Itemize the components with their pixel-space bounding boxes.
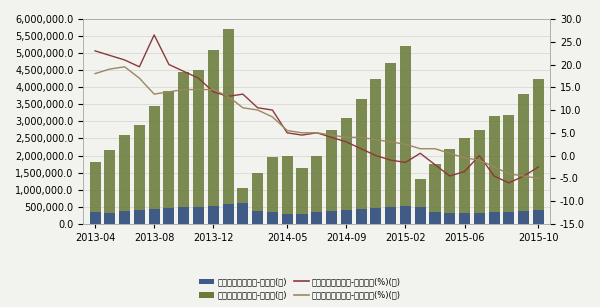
Bar: [503, 212, 514, 224]
Bar: [444, 212, 455, 224]
Bar: [208, 50, 219, 224]
Bar: [370, 208, 382, 224]
Bar: [267, 157, 278, 224]
Bar: [474, 130, 485, 224]
Bar: [149, 106, 160, 224]
Bar: [488, 212, 500, 224]
Bar: [459, 212, 470, 224]
Bar: [178, 72, 189, 224]
Bar: [223, 204, 233, 224]
Bar: [341, 118, 352, 224]
Bar: [385, 63, 396, 224]
Bar: [163, 91, 175, 224]
Bar: [385, 207, 396, 224]
Bar: [326, 130, 337, 224]
Bar: [193, 70, 204, 224]
Bar: [356, 99, 367, 224]
Bar: [119, 135, 130, 224]
Bar: [89, 162, 101, 224]
Bar: [518, 211, 529, 224]
Bar: [281, 156, 293, 224]
Bar: [281, 214, 293, 224]
Bar: [104, 150, 115, 224]
Bar: [341, 210, 352, 224]
Bar: [208, 206, 219, 224]
Bar: [296, 214, 308, 224]
Bar: [89, 212, 101, 224]
Bar: [518, 94, 529, 224]
Legend: 速冻米面食品产量-当月值(吨), 速冻米面食品产量-累计值(吨), 速冻米面食品产量-当月同比(%)(右), 速冻米面食品产量-累计同比(%)(右): 速冻米面食品产量-当月值(吨), 速冻米面食品产量-累计值(吨), 速冻米面食品…: [196, 274, 404, 303]
Bar: [474, 212, 485, 224]
Bar: [178, 208, 189, 224]
Bar: [134, 125, 145, 224]
Bar: [533, 210, 544, 224]
Bar: [356, 209, 367, 224]
Bar: [430, 164, 440, 224]
Bar: [444, 149, 455, 224]
Bar: [459, 138, 470, 224]
Bar: [267, 212, 278, 224]
Bar: [311, 212, 322, 224]
Bar: [193, 207, 204, 224]
Bar: [149, 209, 160, 224]
Bar: [430, 212, 440, 224]
Bar: [252, 173, 263, 224]
Bar: [400, 206, 411, 224]
Bar: [415, 180, 426, 224]
Bar: [415, 208, 426, 224]
Bar: [533, 79, 544, 224]
Bar: [223, 29, 233, 224]
Bar: [163, 208, 175, 224]
Bar: [119, 211, 130, 224]
Bar: [238, 188, 248, 224]
Bar: [104, 213, 115, 224]
Bar: [311, 156, 322, 224]
Bar: [252, 211, 263, 224]
Bar: [488, 116, 500, 224]
Bar: [296, 168, 308, 224]
Bar: [503, 115, 514, 224]
Bar: [134, 209, 145, 224]
Bar: [326, 211, 337, 224]
Bar: [400, 46, 411, 224]
Bar: [238, 203, 248, 224]
Bar: [370, 79, 382, 224]
